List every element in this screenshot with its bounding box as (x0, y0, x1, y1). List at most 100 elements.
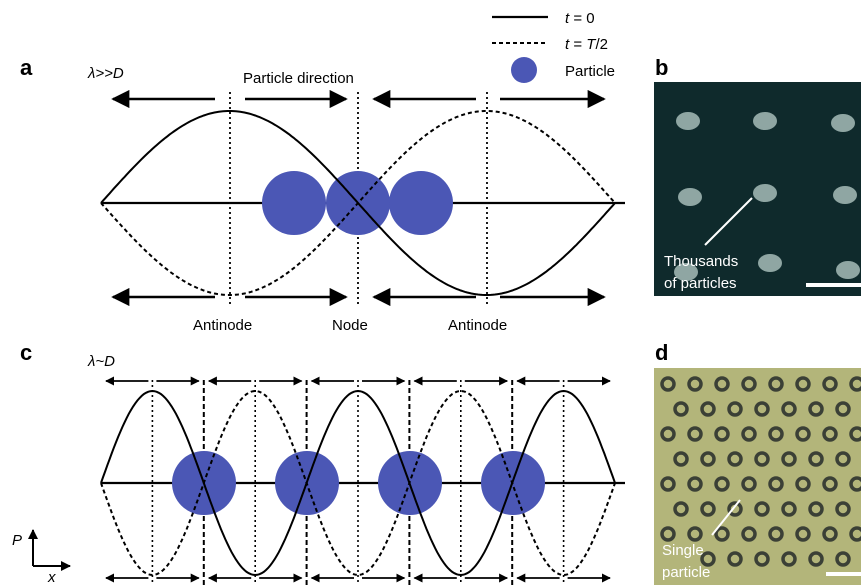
particle-cluster (758, 254, 782, 272)
particle (687, 376, 703, 392)
annotation-thousands: Thousands (664, 253, 738, 270)
particle (795, 476, 811, 492)
particle (808, 501, 824, 517)
panel-c-label: c (20, 340, 32, 365)
panel-b-label: b (655, 55, 668, 80)
particle (835, 401, 851, 417)
particle (660, 426, 676, 442)
particle (754, 551, 770, 567)
particle (687, 476, 703, 492)
particle-clusters (674, 112, 860, 281)
particle-cluster (836, 261, 860, 279)
particle (673, 501, 689, 517)
particle (768, 376, 784, 392)
particle (700, 551, 716, 567)
particle (822, 426, 838, 442)
particle (768, 426, 784, 442)
particle (822, 376, 838, 392)
particle (768, 526, 784, 542)
particle (849, 376, 861, 392)
panel-b: b Thousands of particles (654, 55, 861, 296)
particle (795, 426, 811, 442)
particle (714, 426, 730, 442)
label-node: Node (332, 317, 368, 334)
particle (660, 476, 676, 492)
particle-cluster (753, 112, 777, 130)
particle-cluster (753, 184, 777, 202)
particle (727, 551, 743, 567)
particle (808, 401, 824, 417)
particle (660, 526, 676, 542)
particle-grid (660, 376, 861, 567)
particle-cluster (676, 112, 700, 130)
particle (262, 171, 326, 235)
particle (754, 501, 770, 517)
particle (687, 526, 703, 542)
particle (700, 401, 716, 417)
particle (700, 451, 716, 467)
particle (727, 451, 743, 467)
particle (808, 551, 824, 567)
particle (700, 501, 716, 517)
panel-a-ratio: λ>>D (87, 65, 124, 82)
panel-a-label: a (20, 55, 33, 80)
label-antinode-left: Antinode (193, 317, 252, 334)
annotation-single: Single (662, 542, 704, 559)
particle (849, 476, 861, 492)
pressure-wave-t0 (100, 389, 616, 577)
particle (741, 426, 757, 442)
panel-d-label: d (655, 340, 668, 365)
annotation-pointer (704, 197, 753, 246)
particle (795, 526, 811, 542)
axis-x-label: x (47, 569, 56, 585)
particle (741, 476, 757, 492)
particle (754, 451, 770, 467)
particle (687, 426, 703, 442)
particle (727, 401, 743, 417)
particle (389, 171, 453, 235)
particle (714, 376, 730, 392)
particle (849, 526, 861, 542)
legend: t = 0 t = T/2 Particle (492, 10, 615, 83)
particle (781, 501, 797, 517)
label-antinode-right: Antinode (448, 317, 507, 334)
particle-cluster (678, 188, 702, 206)
particle (808, 451, 824, 467)
axis-p-label: P (12, 532, 22, 549)
particle (768, 476, 784, 492)
particle (660, 376, 676, 392)
panel-c-ratio: λ~D (87, 353, 115, 370)
particle (714, 476, 730, 492)
particle (781, 401, 797, 417)
particle (835, 551, 851, 567)
particle (849, 426, 861, 442)
particle-cluster (833, 186, 857, 204)
legend-particle-marker (511, 57, 537, 83)
particle (714, 526, 730, 542)
particle (727, 501, 743, 517)
legend-dashed-label: t = T/2 (565, 36, 608, 53)
particle (835, 501, 851, 517)
particle (741, 376, 757, 392)
particle (835, 451, 851, 467)
particle-cluster (831, 114, 855, 132)
particle (673, 451, 689, 467)
panel-a: a λ>>D Particle direction Antinode Node … (20, 55, 625, 334)
annotation-particle: particle (662, 564, 710, 581)
particle (822, 476, 838, 492)
particle (822, 526, 838, 542)
particle (795, 376, 811, 392)
particle (781, 551, 797, 567)
panel-d: d Single particle (654, 340, 861, 585)
particle (741, 526, 757, 542)
particle-direction-label: Particle direction (243, 70, 354, 87)
panel-c: c λ~D P x (12, 340, 625, 585)
particle (781, 451, 797, 467)
node-antinode-markers (151, 380, 565, 585)
legend-solid-label: t = 0 (565, 10, 595, 27)
particle (754, 401, 770, 417)
annotation-of-particles: of particles (664, 275, 737, 292)
particle-cluster (674, 263, 698, 281)
pressure-wave-t-half-period (100, 389, 616, 577)
